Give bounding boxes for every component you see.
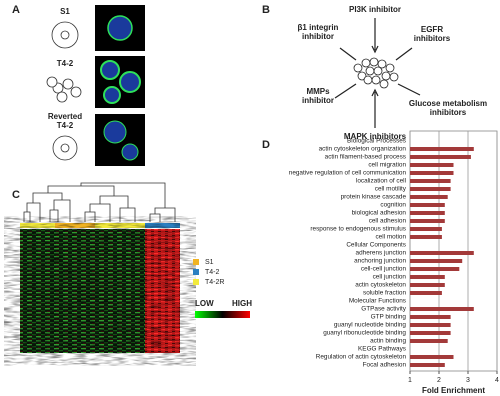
y-tick-label: negative regulation of cell communicatio… — [289, 170, 407, 177]
bar — [410, 323, 451, 327]
y-tick-label: response to endogenous stimulus — [310, 226, 406, 233]
y-tick-label: cell-cell junction — [361, 266, 407, 273]
bar — [410, 331, 451, 335]
legend-swatch — [193, 259, 199, 265]
inhibitor-label: MAPK inhibitors — [344, 132, 407, 141]
inhibitor-label: EGFR — [421, 25, 443, 34]
y-tick-label: biological adhesion — [352, 210, 407, 217]
colony-icons — [46, 21, 82, 161]
y-tick-label: cell motion — [375, 234, 406, 241]
row-label: S1 — [60, 7, 70, 16]
bar — [410, 219, 445, 223]
bar — [410, 315, 451, 319]
y-tick-label: anchoring junction — [354, 258, 406, 265]
y-tick-label: actin binding — [370, 338, 406, 345]
y-tick-label: actin cytoskeleton organization — [319, 146, 407, 153]
bar — [410, 163, 454, 167]
x-tick-label: 4 — [495, 377, 499, 384]
row-label: Reverted — [48, 112, 82, 121]
panel-label: D — [262, 139, 270, 151]
y-tick-label: GTPase activity — [361, 306, 407, 313]
arrows — [334, 18, 421, 128]
scale-label: LOW — [195, 299, 214, 308]
legend-label: T4-2 — [205, 269, 220, 276]
bar — [410, 307, 474, 311]
y-tick-label: Cellular Components — [346, 242, 406, 249]
y-tick-label: adherens junction — [356, 250, 407, 257]
inhibitor-label: PI3K inhibitor — [349, 5, 401, 14]
y-tick-label: Regulation of actin cytoskeleton — [316, 354, 407, 361]
bar — [410, 187, 451, 191]
inhibitor-label: inhibitor — [302, 96, 334, 105]
y-tick-label: guanyl ribonucleotide binding — [323, 330, 406, 337]
inhibitor-label: β1 integrin — [298, 23, 339, 32]
y-tick-label: Focal adhesion — [363, 362, 407, 369]
heatmap — [20, 229, 180, 353]
bar — [410, 155, 471, 159]
y-tick-label: guanyl nucleotide binding — [334, 322, 407, 329]
bar — [410, 291, 442, 295]
x-tick-label: 3 — [466, 377, 470, 384]
bar — [410, 235, 442, 239]
y-tick-label: GTP binding — [371, 314, 407, 321]
bar — [410, 275, 445, 279]
row-label: T4-2 — [57, 121, 74, 130]
y-tick-label: cell adhesion — [369, 218, 407, 225]
bar — [410, 251, 474, 255]
y-tick-label: cell migration — [368, 162, 406, 169]
panel-label: A — [12, 4, 20, 16]
cell-cluster — [353, 57, 399, 89]
bar — [410, 203, 445, 207]
micrographs — [95, 5, 145, 166]
bar — [410, 195, 448, 199]
bar — [410, 355, 454, 359]
legend-swatch — [193, 279, 199, 285]
inhibitor-label: inhibitor — [302, 32, 334, 41]
y-tick-label: Molecular Functions — [349, 298, 406, 305]
y-tick-label: actin cytoskeleton — [355, 282, 406, 289]
x-tick-label: 1 — [408, 377, 412, 384]
y-tick-label: cell motility — [375, 186, 407, 193]
panel-label: B — [262, 4, 270, 16]
bar — [410, 339, 448, 343]
color-scale — [195, 311, 250, 318]
y-tick-label: Biological Processes — [347, 138, 406, 145]
y-tick-label: actin filament-based process — [325, 154, 406, 161]
scale-label: HIGH — [232, 299, 252, 308]
y-tick-label: cell junction — [373, 274, 407, 281]
bar — [410, 283, 445, 287]
bar — [410, 363, 445, 367]
bar — [410, 147, 474, 151]
y-tick-label: soluble fraction — [363, 290, 406, 297]
bar — [410, 259, 463, 263]
panel-label: C — [12, 189, 20, 201]
y-tick-label: KEGG Pathways — [358, 346, 406, 353]
bar — [410, 211, 445, 215]
legend-label: T4-2R — [205, 279, 224, 286]
bar — [410, 171, 454, 175]
inhibitor-label: inhibitors — [430, 108, 467, 117]
row-label: T4-2 — [57, 59, 74, 68]
y-tick-label: cognition — [380, 202, 406, 209]
inhibitor-label: MMPs — [306, 87, 330, 96]
y-tick-label: localization of cell — [356, 178, 406, 185]
inhibitor-label: Glucose metabolism — [409, 99, 487, 108]
legend-label: S1 — [205, 259, 214, 266]
bar — [410, 179, 451, 183]
x-axis-label: Fold Enrichment — [422, 386, 485, 395]
inhibitor-label: inhibitors — [414, 34, 451, 43]
dendrogram — [23, 182, 176, 222]
sample-bar — [20, 223, 180, 228]
bar — [410, 267, 460, 271]
x-tick-label: 2 — [437, 377, 441, 384]
legend-swatch — [193, 269, 199, 275]
bar — [410, 227, 442, 231]
y-tick-label: protein kinase cascade — [341, 194, 407, 201]
